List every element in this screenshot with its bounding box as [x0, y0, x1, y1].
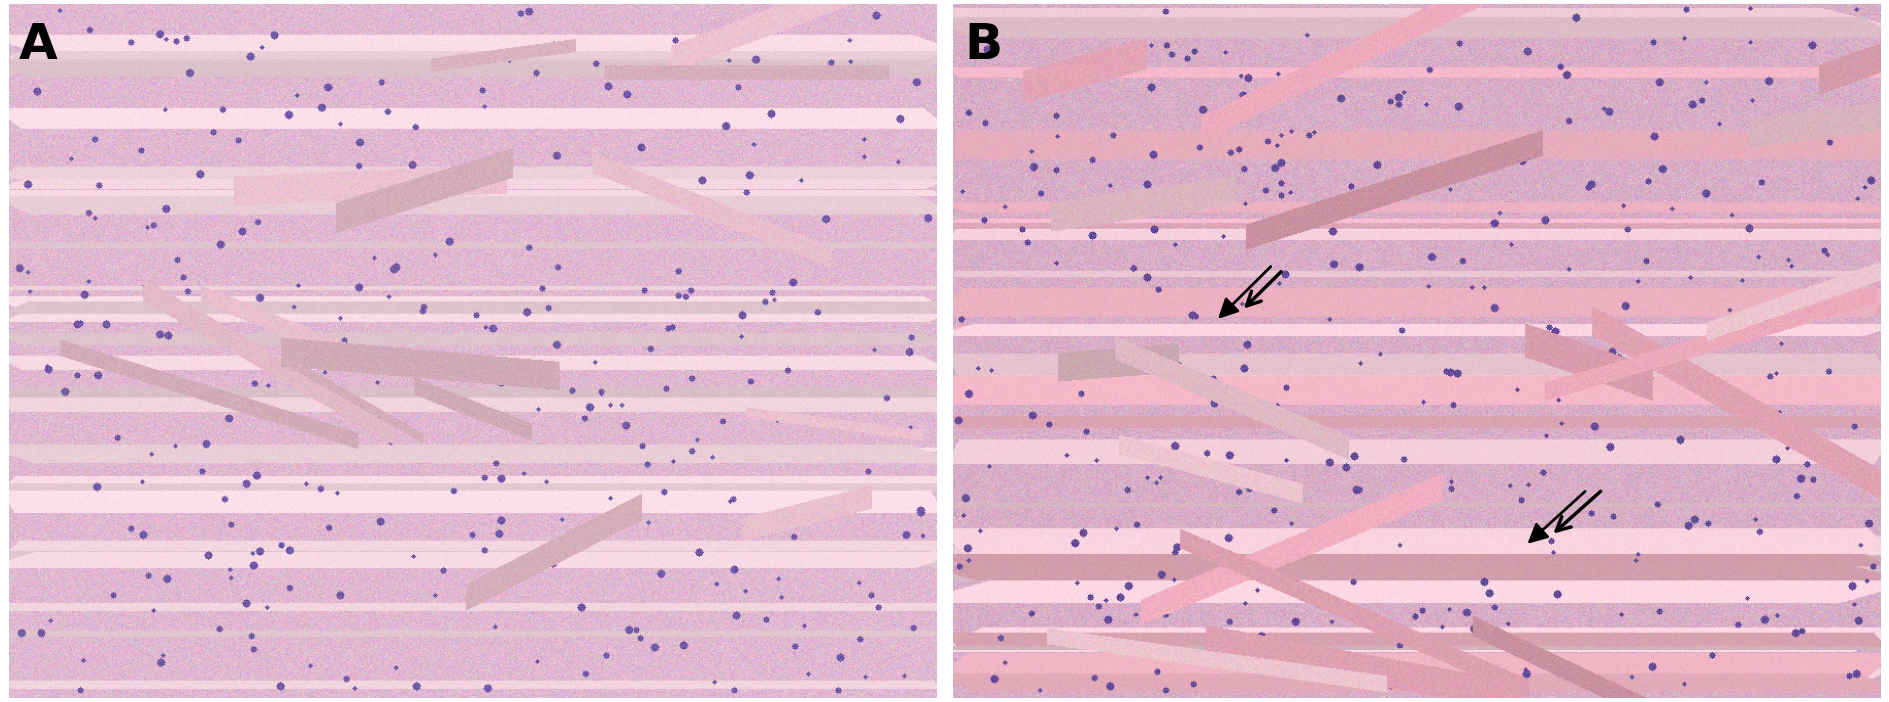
- Text: B: B: [963, 21, 1001, 69]
- Text: A: A: [19, 21, 59, 69]
